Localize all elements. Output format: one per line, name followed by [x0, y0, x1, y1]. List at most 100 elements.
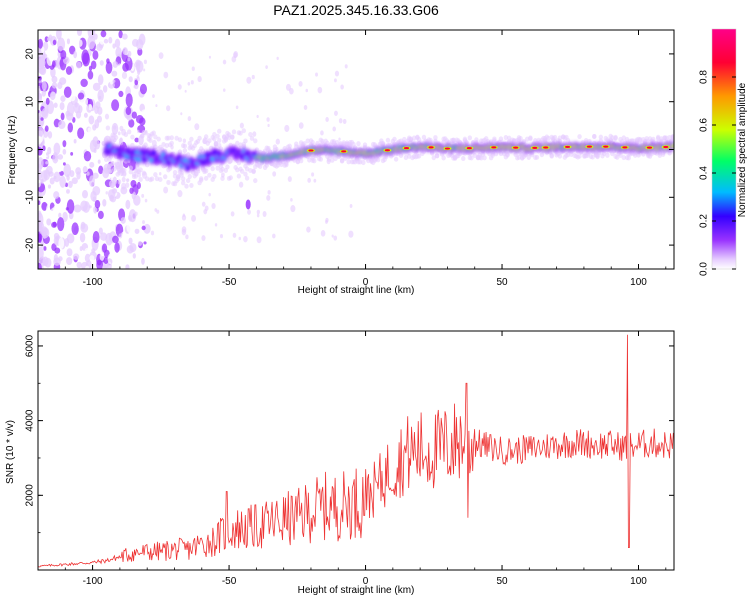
heatmap-noise-blob — [88, 115, 95, 125]
heatmap-halo — [185, 152, 191, 158]
heatmap-halo — [526, 155, 531, 161]
heatmap-halo — [325, 140, 330, 146]
heatmap-halo — [164, 142, 170, 148]
heatmap-noise-blob — [58, 120, 66, 129]
heatmap-halo — [203, 175, 209, 181]
heatmap-noise-blob — [66, 233, 75, 244]
heatmap-noise-blob — [58, 237, 65, 250]
heatmap-noise-blob — [97, 74, 104, 86]
heatmap-noise-blob — [41, 107, 49, 119]
ridge-hotspot-red — [341, 150, 347, 153]
heatmap-noise-blob — [41, 170, 48, 182]
heatmap-noise-blob — [73, 51, 78, 59]
spectrogram-x-tick-label: -100 — [83, 277, 103, 288]
heatmap-noise-blob — [129, 187, 134, 194]
heatmap-halo — [498, 136, 504, 142]
heatmap-speckle — [208, 55, 212, 59]
snr-x-axis-label: Height of straight line (km) — [298, 585, 415, 596]
heatmap-halo — [182, 143, 188, 149]
heatmap-halo — [122, 171, 127, 177]
heatmap-halo — [185, 178, 191, 184]
heatmap-halo — [595, 154, 600, 160]
heatmap-noise-blob — [52, 153, 59, 164]
heatmap-speckle — [119, 108, 122, 113]
heatmap-noise-blob — [38, 75, 42, 81]
snr-y-tick-label: 6000 — [25, 334, 36, 357]
heatmap-speckle — [331, 234, 334, 238]
heatmap-isolated-blob — [262, 211, 267, 218]
heatmap-halo — [433, 138, 438, 144]
heatmap-halo — [439, 151, 445, 157]
heatmap-speckle — [191, 215, 196, 222]
heatmap-halo — [503, 135, 509, 141]
heatmap-noise-blob — [66, 38, 71, 45]
heatmap-speckle — [171, 67, 175, 72]
heatmap-noise-blob — [87, 70, 94, 80]
heatmap-speckle — [121, 176, 126, 183]
heatmap-speckle — [127, 57, 131, 62]
heatmap-noise-blob — [76, 61, 82, 69]
heatmap-halo — [156, 136, 161, 142]
heatmap-halo — [226, 132, 232, 138]
heatmap-halo — [244, 175, 250, 181]
heatmap-halo — [181, 180, 186, 186]
heatmap-noise-blob — [47, 146, 52, 155]
snr-y-tick-label: 4000 — [25, 409, 36, 432]
heatmap-halo — [357, 159, 363, 165]
heatmap-halo — [203, 168, 209, 174]
heatmap-halo — [239, 168, 245, 174]
snr-frame — [37, 330, 675, 571]
heatmap-halo — [346, 159, 351, 165]
heatmap-speckle — [185, 234, 189, 240]
heatmap-isolated-blob — [245, 199, 251, 210]
heatmap-speckle — [125, 182, 130, 188]
heatmap-halo — [664, 135, 669, 141]
heatmap-speckle — [284, 124, 290, 132]
heatmap-noise-blob — [111, 219, 116, 227]
heatmap-noise-blob — [66, 248, 73, 257]
heatmap-noise-blob — [128, 76, 133, 83]
heatmap-halo — [421, 134, 427, 140]
heatmap-noise-blob — [66, 257, 73, 265]
heatmap-noise-blob — [118, 90, 124, 98]
heatmap-speckle — [266, 117, 270, 122]
heatmap-speckle — [158, 52, 164, 60]
heatmap-halo — [598, 134, 604, 140]
heatmap-noise-blob — [38, 169, 43, 181]
heatmap-speckle — [222, 88, 226, 92]
heatmap-halo — [189, 136, 194, 142]
heatmap-noise-blob — [102, 264, 108, 269]
heatmap-speckle — [121, 182, 127, 190]
heatmap-halo — [163, 174, 168, 180]
heatmap-speckle — [272, 233, 276, 239]
heatmap-noise-blob — [62, 140, 67, 148]
heatmap-halo — [577, 134, 582, 140]
heatmap-halo — [667, 134, 672, 140]
heatmap-speckle — [290, 198, 293, 202]
heatmap-halo — [505, 151, 510, 157]
heatmap-noise-blob — [88, 205, 92, 209]
heatmap-speckle — [194, 123, 200, 131]
heatmap-halo — [434, 153, 440, 159]
heatmap-noise-blob — [115, 46, 122, 58]
heatmap-halo — [312, 158, 317, 164]
heatmap-noise-blob — [92, 50, 99, 60]
heatmap-halo — [482, 155, 487, 161]
heatmap-halo — [108, 168, 114, 174]
heatmap-speckle — [334, 70, 340, 77]
heatmap-noise-blob — [73, 90, 77, 97]
heatmap-halo — [235, 167, 240, 173]
heatmap-halo — [217, 128, 222, 134]
heatmap-noise-blob — [131, 260, 138, 269]
ridge-hotspot-red — [622, 146, 628, 149]
heatmap-noise-blob — [141, 225, 146, 231]
heatmap-noise-blob — [38, 47, 41, 53]
heatmap-speckle — [238, 236, 242, 241]
heatmap-halo — [624, 136, 630, 142]
heatmap-speckle — [317, 86, 323, 94]
heatmap-halo — [613, 135, 618, 141]
heatmap-halo — [248, 131, 253, 137]
heatmap-halo — [235, 140, 240, 146]
heatmap-noise-blob — [55, 163, 63, 173]
snr-y-tick-label: 2000 — [25, 484, 36, 507]
